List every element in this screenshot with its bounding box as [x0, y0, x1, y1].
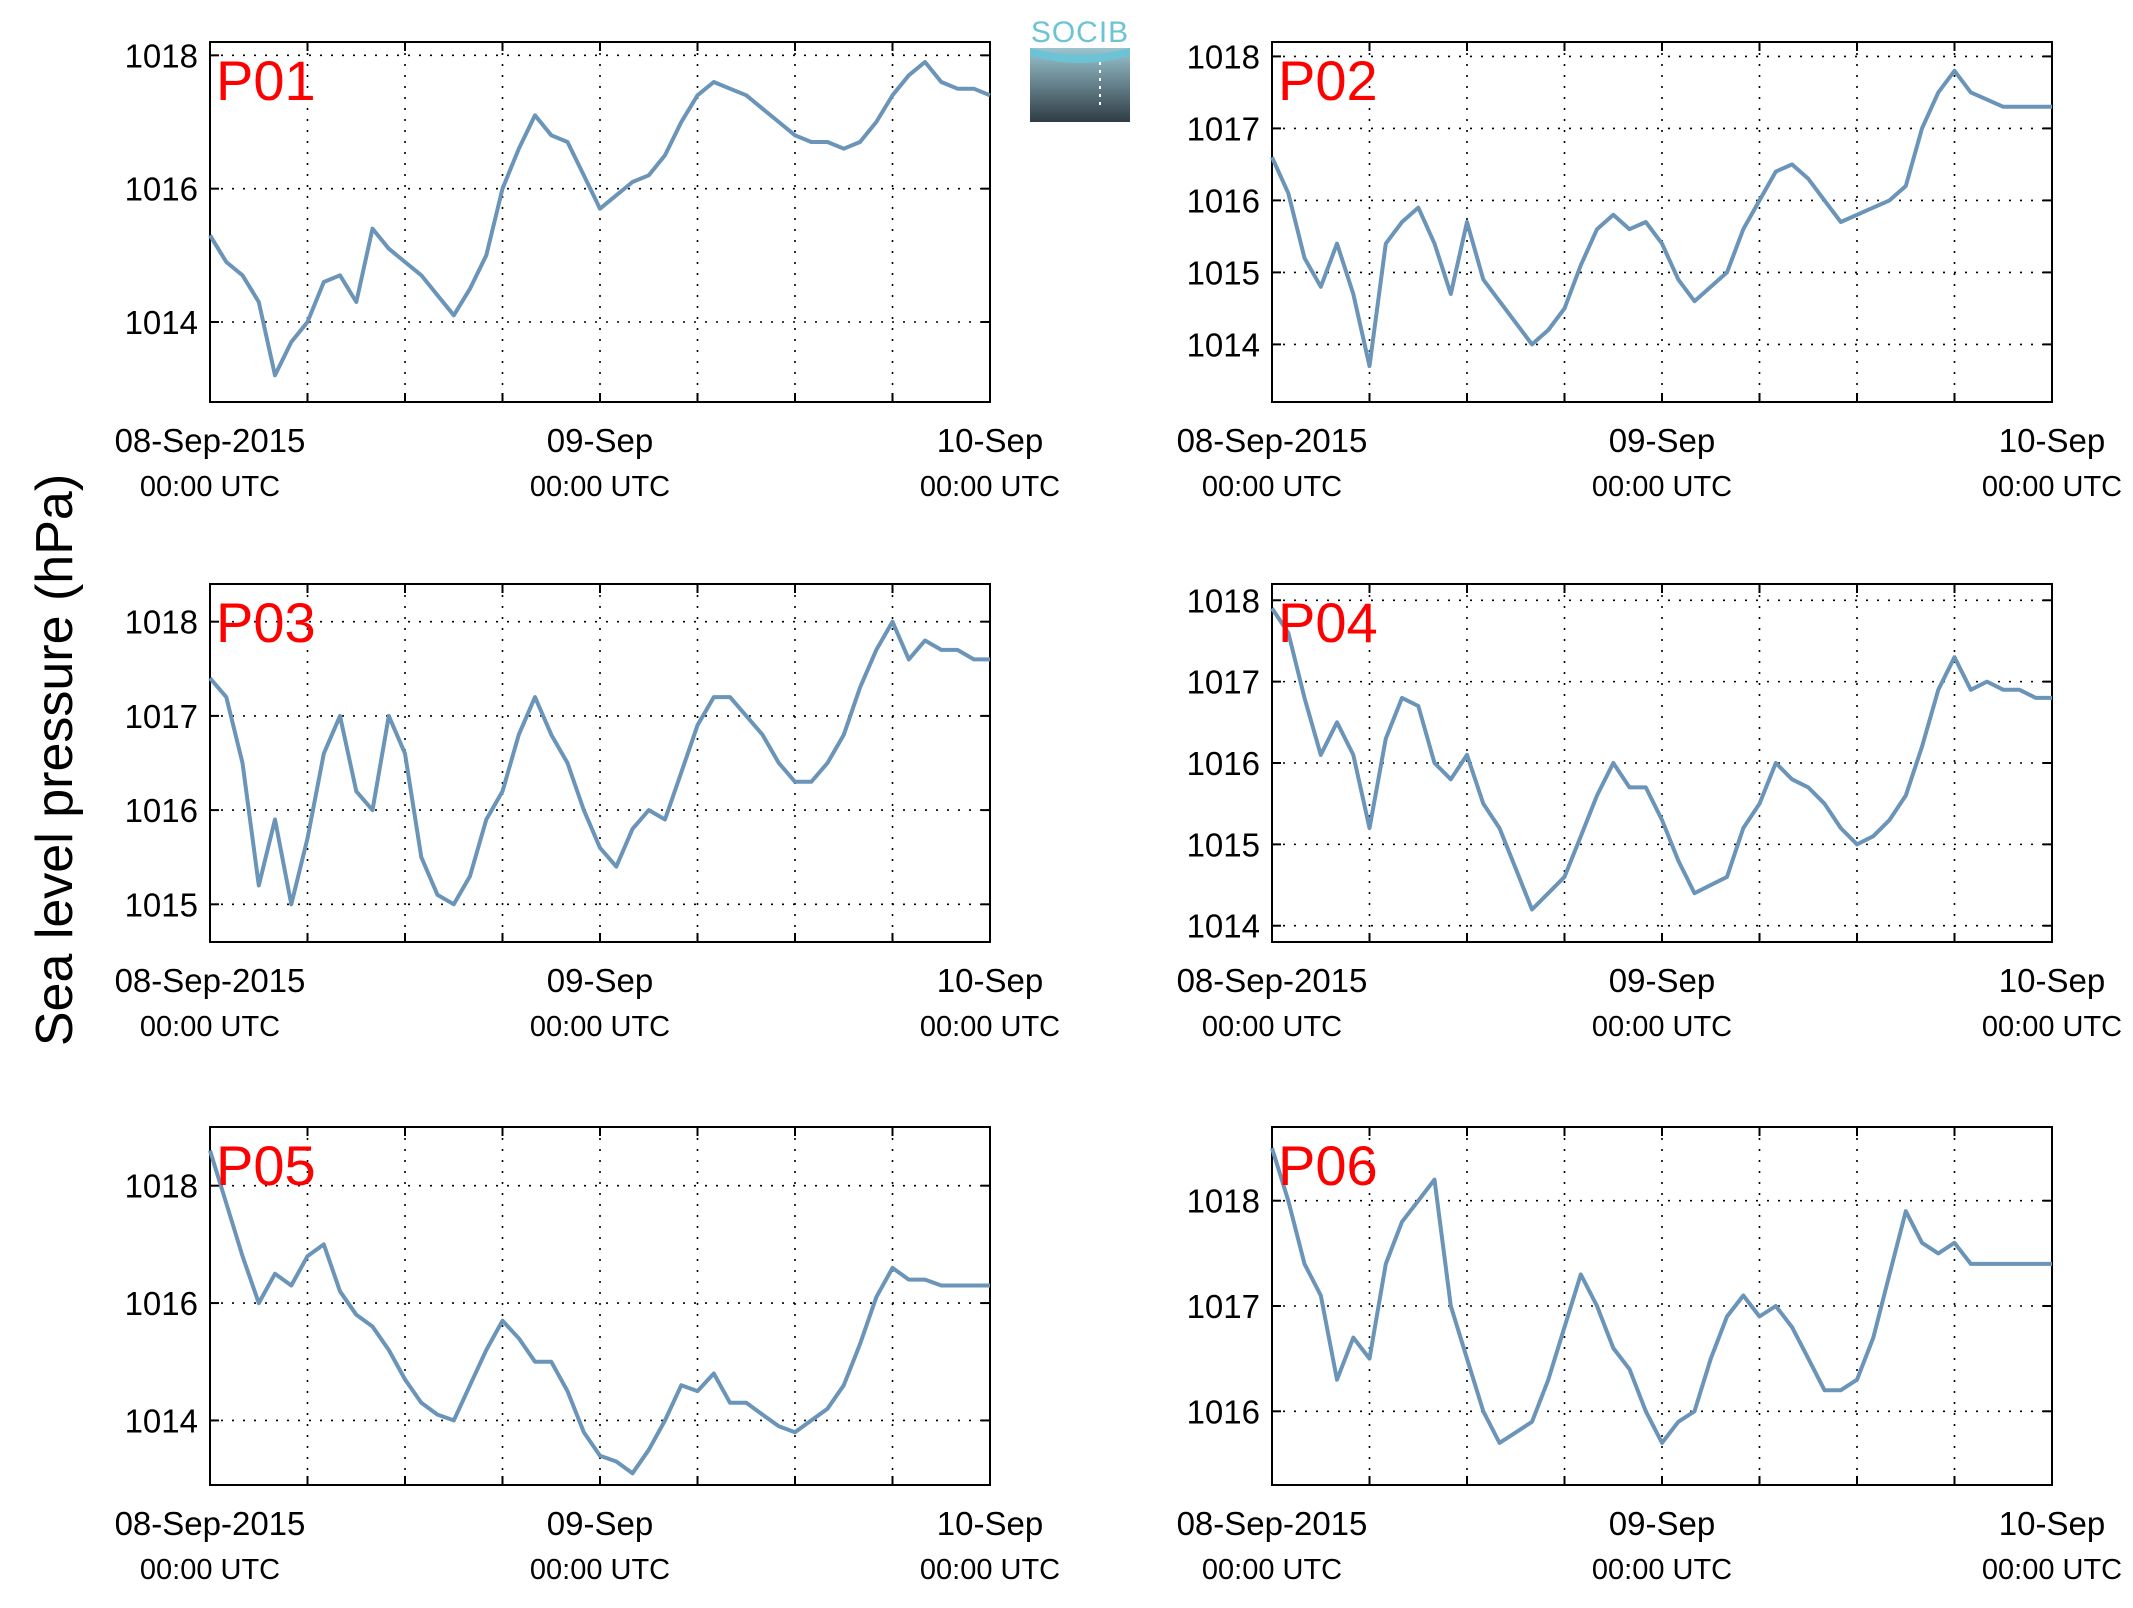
x-tick-label-time: 00:00 UTC	[1592, 471, 1732, 503]
chart-panel-4: 1014 1015 1016 1017 1018 08-Sep-2015 00:00 UTC…	[1177, 582, 2123, 1043]
y-tick-label: 1016	[1187, 745, 1260, 782]
x-tick-label-date: 08-Sep-2015	[1177, 962, 1368, 999]
y-tick-label: 1018	[1187, 582, 1260, 619]
x-tick-label-date: 09-Sep	[547, 422, 653, 459]
y-tick-label: 1016	[1187, 182, 1260, 219]
y-tick-label: 1016	[125, 792, 198, 829]
series-line-1	[208, 60, 991, 378]
x-tick-label-date: 10-Sep	[937, 422, 1043, 459]
chart-panel-2: 1014 1015 1016 1017 1018 08-Sep-2015 00:00 UTC…	[1177, 38, 2123, 503]
x-tick-label-time: 00:00 UTC	[140, 471, 280, 503]
y-tick-label: 1016	[125, 1285, 198, 1322]
x-tick-label-time: 00:00 UTC	[1202, 1011, 1342, 1043]
x-tick-label-time: 00:00 UTC	[1982, 1554, 2122, 1586]
x-tick-label-time: 00:00 UTC	[530, 1011, 670, 1043]
x-tick-label-date: 10-Sep	[937, 962, 1043, 999]
panel-label: P04	[1278, 591, 1378, 654]
panel-label: P02	[1278, 49, 1378, 112]
chart-panel-5: 1014 1016 1018 08-Sep-2015 00:00 UTC 09-Sep 00…	[115, 1126, 1060, 1586]
y-tick-label: 1014	[125, 304, 198, 341]
x-tick-label-date: 10-Sep	[937, 1505, 1043, 1542]
x-tick-label-date: 10-Sep	[1999, 1505, 2105, 1542]
x-tick-label-time: 00:00 UTC	[1202, 1554, 1342, 1586]
series-line-1	[208, 1149, 990, 1476]
socib-logo: SOCIB	[1030, 16, 1130, 122]
y-tick-label: 1015	[1187, 826, 1260, 863]
x-tick-label-date: 08-Sep-2015	[115, 1505, 306, 1542]
plot-frame	[1271, 1126, 2053, 1486]
x-tick-label-date: 08-Sep-2015	[115, 422, 306, 459]
panel-label: P06	[1278, 1134, 1378, 1197]
panels: 1014 1016 1018 08-Sep-2015 00:00 UTC 09-Sep 00…	[115, 37, 2123, 1586]
x-tick-label-time: 00:00 UTC	[920, 1554, 1060, 1586]
logo-text: SOCIB	[1031, 16, 1129, 49]
y-tick-label: 1016	[1187, 1393, 1260, 1430]
y-tick-label: 1017	[1187, 1288, 1260, 1325]
x-tick-label-time: 00:00 UTC	[530, 471, 670, 503]
y-tick-label: 1017	[1187, 664, 1260, 701]
panel-label: P05	[216, 1134, 316, 1197]
x-tick-label-time: 00:00 UTC	[1982, 1011, 2122, 1043]
x-tick-label-date: 10-Sep	[1999, 422, 2105, 459]
y-tick-label: 1018	[125, 37, 198, 74]
x-tick-label-date: 08-Sep-2015	[1177, 422, 1368, 459]
x-tick-label-date: 08-Sep-2015	[115, 962, 306, 999]
x-tick-label-time: 00:00 UTC	[140, 1554, 280, 1586]
x-tick-label-date: 09-Sep	[1609, 962, 1715, 999]
y-tick-label: 1015	[1187, 254, 1260, 291]
series-line-1	[1270, 68, 2052, 368]
chart-panel-6: 1016 1017 1018 08-Sep-2015 00:00 UTC 09-Sep 00…	[1177, 1126, 2122, 1586]
y-tick-label: 1014	[1187, 908, 1260, 945]
x-tick-label-time: 00:00 UTC	[920, 471, 1060, 503]
x-tick-label-date: 10-Sep	[1999, 962, 2105, 999]
x-tick-label-time: 00:00 UTC	[140, 1011, 280, 1043]
x-tick-label-date: 08-Sep-2015	[1177, 1505, 1368, 1542]
plot-frame	[209, 41, 991, 403]
y-tick-label: 1014	[125, 1402, 198, 1439]
x-tick-label-time: 00:00 UTC	[1202, 471, 1342, 503]
x-tick-label-time: 00:00 UTC	[1592, 1011, 1732, 1043]
y-tick-label: 1016	[125, 171, 198, 208]
series-line-1	[208, 619, 990, 907]
series-line-1	[1270, 607, 2052, 912]
x-tick-label-date: 09-Sep	[1609, 422, 1715, 459]
x-tick-label-time: 00:00 UTC	[920, 1011, 1060, 1043]
y-tick-label: 1015	[125, 886, 198, 923]
x-tick-label-date: 09-Sep	[547, 962, 653, 999]
y-tick-label: 1017	[1187, 110, 1260, 147]
chart-panel-3: 1015 1016 1017 1018 08-Sep-2015 00:00 UTC 09-S…	[115, 583, 1060, 1043]
panel-label: P03	[216, 591, 316, 654]
series-line-1	[1270, 1147, 2052, 1445]
plot-frame	[1271, 583, 2053, 943]
y-axis-label: Sea level pressure (hPa)	[26, 474, 84, 1046]
y-tick-label: 1018	[125, 1168, 198, 1205]
x-tick-label-time: 00:00 UTC	[530, 1554, 670, 1586]
y-tick-label: 1018	[1187, 38, 1260, 75]
chart-panel-1: 1014 1016 1018 08-Sep-2015 00:00 UTC 09-Sep 00…	[115, 37, 1061, 503]
y-tick-label: 1017	[125, 698, 198, 735]
panel-label: P01	[216, 49, 316, 112]
plot-frame	[209, 583, 991, 943]
y-tick-label: 1018	[125, 604, 198, 641]
x-tick-label-time: 00:00 UTC	[1982, 471, 2122, 503]
x-tick-label-date: 09-Sep	[1609, 1505, 1715, 1542]
y-tick-label: 1014	[1187, 326, 1260, 363]
x-tick-label-time: 00:00 UTC	[1592, 1554, 1732, 1586]
y-tick-label: 1018	[1187, 1183, 1260, 1220]
x-tick-label-date: 09-Sep	[547, 1505, 653, 1542]
